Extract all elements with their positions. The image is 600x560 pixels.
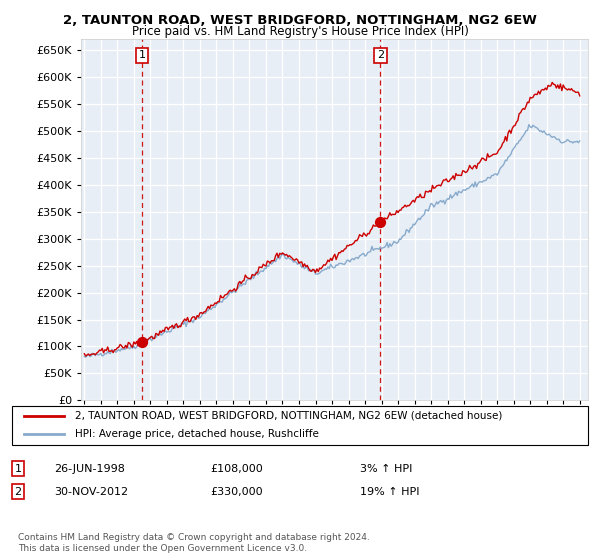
Point: [137, 338, 147, 347]
Text: 2: 2: [377, 50, 384, 60]
Text: 19% ↑ HPI: 19% ↑ HPI: [360, 487, 419, 497]
Text: 1: 1: [139, 50, 145, 60]
Point: [376, 218, 385, 227]
Text: Price paid vs. HM Land Registry's House Price Index (HPI): Price paid vs. HM Land Registry's House …: [131, 25, 469, 38]
Text: HPI: Average price, detached house, Rushcliffe: HPI: Average price, detached house, Rush…: [76, 429, 319, 439]
FancyBboxPatch shape: [12, 406, 588, 445]
Text: 2: 2: [14, 487, 22, 497]
Text: 26-JUN-1998: 26-JUN-1998: [54, 464, 125, 474]
Text: Contains HM Land Registry data © Crown copyright and database right 2024.
This d: Contains HM Land Registry data © Crown c…: [18, 533, 370, 553]
Text: 1: 1: [14, 464, 22, 474]
Text: 2, TAUNTON ROAD, WEST BRIDGFORD, NOTTINGHAM, NG2 6EW: 2, TAUNTON ROAD, WEST BRIDGFORD, NOTTING…: [63, 14, 537, 27]
Text: 30-NOV-2012: 30-NOV-2012: [54, 487, 128, 497]
Text: £330,000: £330,000: [210, 487, 263, 497]
Text: 3% ↑ HPI: 3% ↑ HPI: [360, 464, 412, 474]
Text: £108,000: £108,000: [210, 464, 263, 474]
Text: 2, TAUNTON ROAD, WEST BRIDGFORD, NOTTINGHAM, NG2 6EW (detached house): 2, TAUNTON ROAD, WEST BRIDGFORD, NOTTING…: [76, 411, 503, 421]
